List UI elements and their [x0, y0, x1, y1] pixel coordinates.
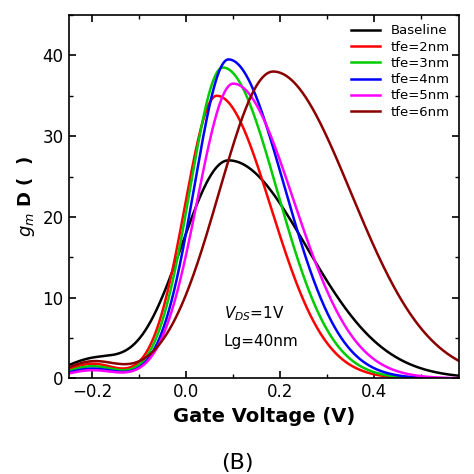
Baseline [61, 365, 67, 370]
Line: tfe=2nm: tfe=2nm [64, 96, 468, 378]
Baseline [414, 364, 420, 370]
tfe=4nm [216, 69, 222, 74]
X-axis label: Gate Voltage (V): Gate Voltage (V) [173, 407, 355, 426]
Text: $V_{DS}$=1V: $V_{DS}$=1V [224, 304, 284, 322]
Baseline [216, 162, 222, 168]
tfe=5nm [61, 372, 67, 377]
tfe=6nm [131, 360, 137, 366]
tfe=3nm [465, 375, 471, 381]
tfe=3nm [61, 370, 67, 375]
tfe=6nm [107, 360, 113, 365]
tfe=4nm [61, 371, 67, 376]
Text: (B): (B) [221, 453, 253, 473]
tfe=4nm [131, 367, 137, 373]
tfe=3nm [131, 365, 137, 371]
tfe=6nm [61, 366, 67, 372]
Line: Baseline: Baseline [64, 160, 468, 376]
tfe=2nm [107, 364, 113, 369]
Line: tfe=4nm: tfe=4nm [64, 59, 468, 378]
tfe=2nm [234, 111, 239, 117]
tfe=6nm [270, 69, 276, 74]
tfe=6nm [234, 132, 239, 137]
tfe=6nm [458, 359, 464, 365]
tfe=4nm [458, 375, 464, 381]
Baseline [226, 157, 231, 163]
tfe=5nm [414, 373, 420, 378]
Baseline [131, 341, 137, 347]
tfe=5nm [230, 81, 236, 86]
Y-axis label: $g_m$ D (  ): $g_m$ D ( ) [15, 156, 37, 237]
tfe=2nm [131, 363, 137, 368]
tfe=3nm [458, 375, 464, 381]
Baseline [458, 373, 464, 379]
tfe=5nm [131, 368, 137, 374]
tfe=5nm [458, 375, 464, 381]
Text: Lg=40nm: Lg=40nm [224, 334, 299, 349]
tfe=4nm [107, 368, 113, 374]
tfe=5nm [107, 369, 113, 374]
tfe=4nm [226, 56, 231, 62]
tfe=2nm [414, 375, 420, 381]
tfe=5nm [216, 103, 222, 109]
Baseline [107, 353, 113, 358]
Line: tfe=6nm: tfe=6nm [64, 72, 468, 369]
tfe=5nm [465, 375, 471, 381]
Line: tfe=3nm: tfe=3nm [64, 67, 468, 378]
tfe=3nm [107, 365, 113, 371]
tfe=2nm [458, 375, 464, 381]
tfe=4nm [234, 60, 239, 66]
tfe=2nm [61, 368, 67, 374]
Line: tfe=5nm: tfe=5nm [64, 83, 468, 378]
tfe=5nm [234, 81, 239, 87]
tfe=2nm [216, 93, 222, 99]
Baseline [465, 374, 471, 379]
tfe=3nm [220, 64, 226, 70]
tfe=6nm [216, 190, 222, 195]
tfe=3nm [216, 67, 222, 73]
Legend: Baseline, tfe=2nm, tfe=3nm, tfe=4nm, tfe=5nm, tfe=6nm: Baseline, tfe=2nm, tfe=3nm, tfe=4nm, tfe… [348, 22, 452, 121]
tfe=2nm [465, 375, 471, 381]
tfe=4nm [465, 375, 471, 381]
tfe=2nm [214, 93, 219, 99]
tfe=6nm [414, 320, 420, 326]
tfe=3nm [234, 74, 239, 80]
tfe=6nm [465, 363, 471, 368]
tfe=4nm [414, 374, 420, 380]
Baseline [234, 159, 239, 164]
tfe=3nm [414, 375, 420, 381]
